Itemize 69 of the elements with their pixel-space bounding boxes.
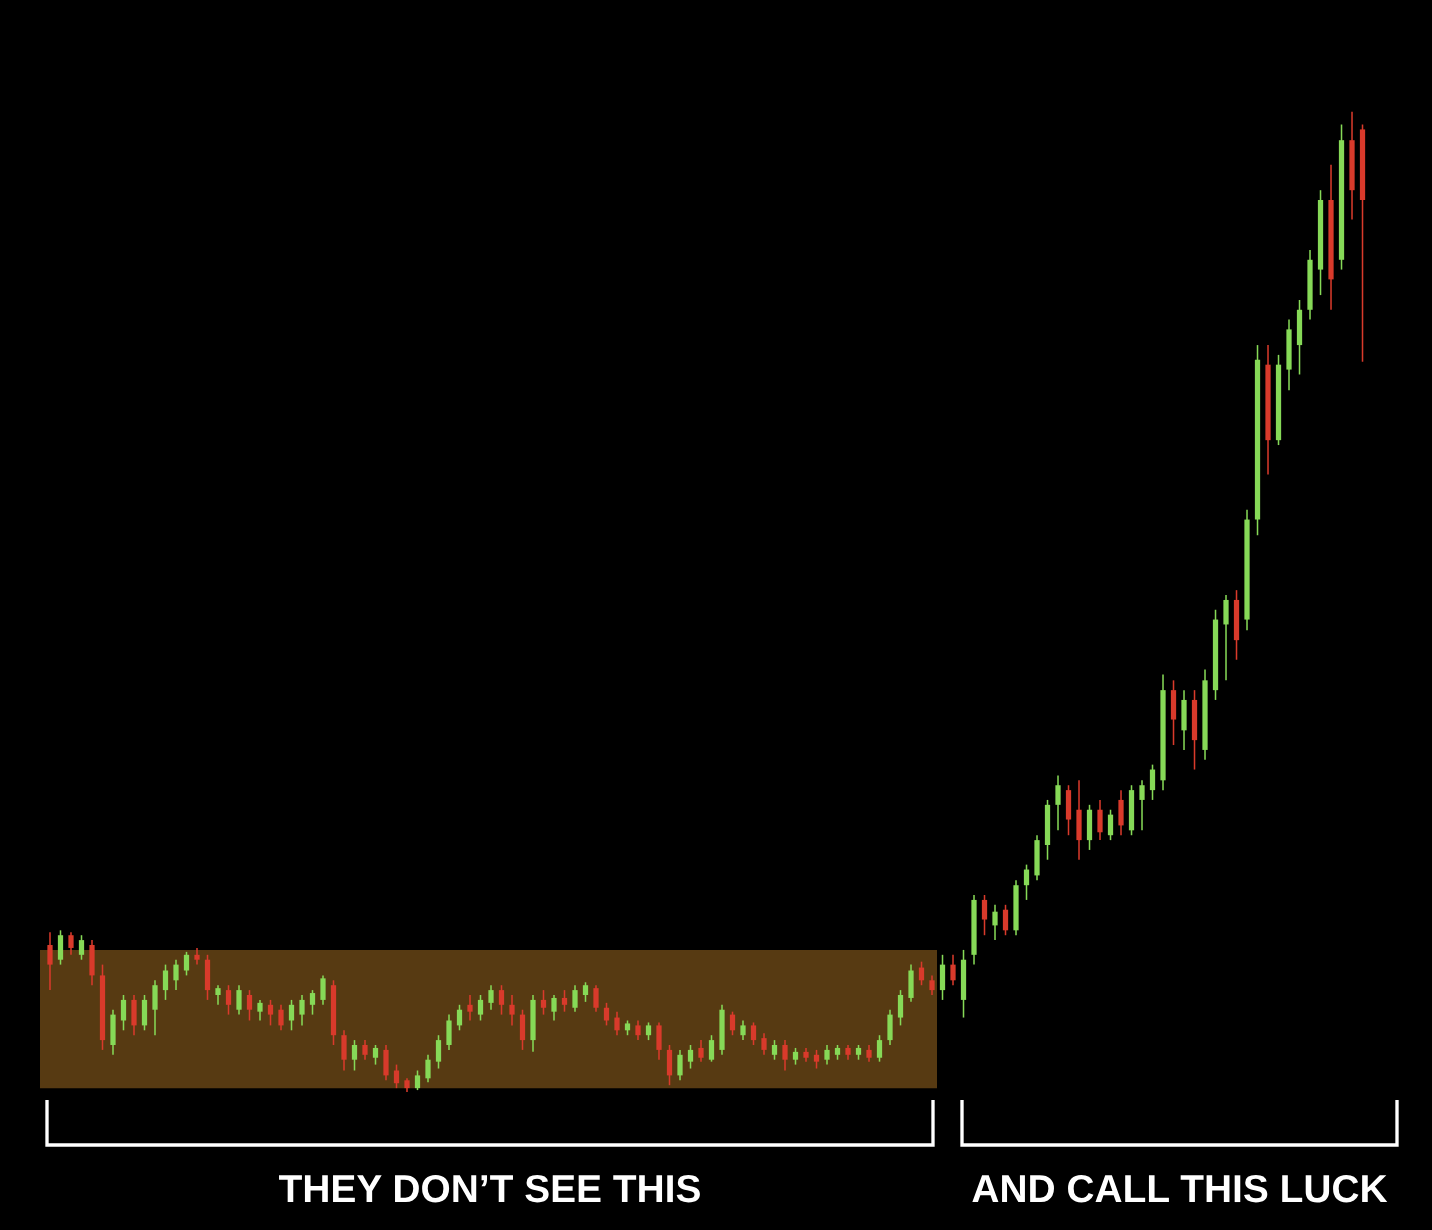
candlestick <box>1107 808 1114 841</box>
candlestick <box>708 1034 715 1063</box>
candlestick <box>351 1039 358 1072</box>
candlestick <box>561 989 568 1013</box>
candlestick <box>120 994 127 1032</box>
candlestick <box>425 1054 431 1084</box>
candlestick <box>173 958 179 991</box>
candlestick <box>761 1032 767 1056</box>
candlestick <box>540 989 547 1016</box>
text: THEY DON’T SEE THIS <box>279 1174 700 1203</box>
candlestick <box>981 894 988 936</box>
candlestick <box>320 974 326 1006</box>
candlestick <box>215 984 221 1006</box>
candlestick <box>729 1010 736 1036</box>
candlestick <box>509 994 515 1027</box>
candlestick <box>467 994 473 1022</box>
candlestick <box>782 1039 788 1072</box>
candlestick <box>498 984 505 1016</box>
candlestick <box>162 963 169 1001</box>
candlestick <box>372 1044 379 1066</box>
candlestick <box>1139 779 1145 832</box>
candlestick <box>225 984 232 1016</box>
candlestick <box>309 989 316 1016</box>
candlestick <box>572 984 578 1013</box>
candlestick <box>68 931 74 956</box>
candlestick <box>677 1049 683 1082</box>
candlestick <box>267 999 274 1027</box>
candlestick <box>582 981 589 1003</box>
candlestick <box>876 1034 883 1063</box>
candlestick <box>950 954 956 986</box>
candlestick <box>477 994 484 1022</box>
candlestick <box>183 951 190 977</box>
candlestick <box>603 1002 610 1027</box>
candlestick <box>456 1004 463 1032</box>
candlestick <box>1023 863 1030 901</box>
candlestick <box>687 1044 694 1070</box>
candlestick <box>771 1039 778 1061</box>
candlestick <box>635 1019 641 1041</box>
candlestick <box>47 931 53 991</box>
candlestick <box>897 989 904 1027</box>
candlestick <box>435 1034 442 1070</box>
candlestick <box>278 1004 284 1032</box>
candlestick <box>551 994 557 1022</box>
candlestick <box>288 999 295 1032</box>
candlestick <box>299 994 305 1027</box>
text: AND CALL THIS LUCK <box>972 1174 1388 1203</box>
candlestick <box>194 947 200 966</box>
candlestick <box>918 960 925 986</box>
candlestick <box>78 934 85 961</box>
candlestick <box>614 1010 620 1036</box>
candlestick <box>1097 799 1103 841</box>
candlestick <box>929 974 935 996</box>
candlestick <box>414 1069 421 1091</box>
candlestick <box>488 984 494 1011</box>
candlestick <box>1002 904 1009 936</box>
candlestick <box>393 1063 400 1089</box>
candlestick <box>593 984 599 1013</box>
candlestick <box>362 1039 368 1061</box>
candlestick <box>257 999 263 1022</box>
candlestick <box>236 984 242 1016</box>
candlestick <box>1149 763 1156 801</box>
candlestick <box>813 1049 820 1070</box>
candlestick <box>992 904 998 941</box>
candlestick <box>750 1021 757 1046</box>
candlestick <box>698 1039 704 1063</box>
candlestick <box>1055 774 1061 832</box>
candlestick <box>824 1044 830 1066</box>
candlestick <box>246 989 253 1022</box>
candlestick <box>740 1019 746 1041</box>
